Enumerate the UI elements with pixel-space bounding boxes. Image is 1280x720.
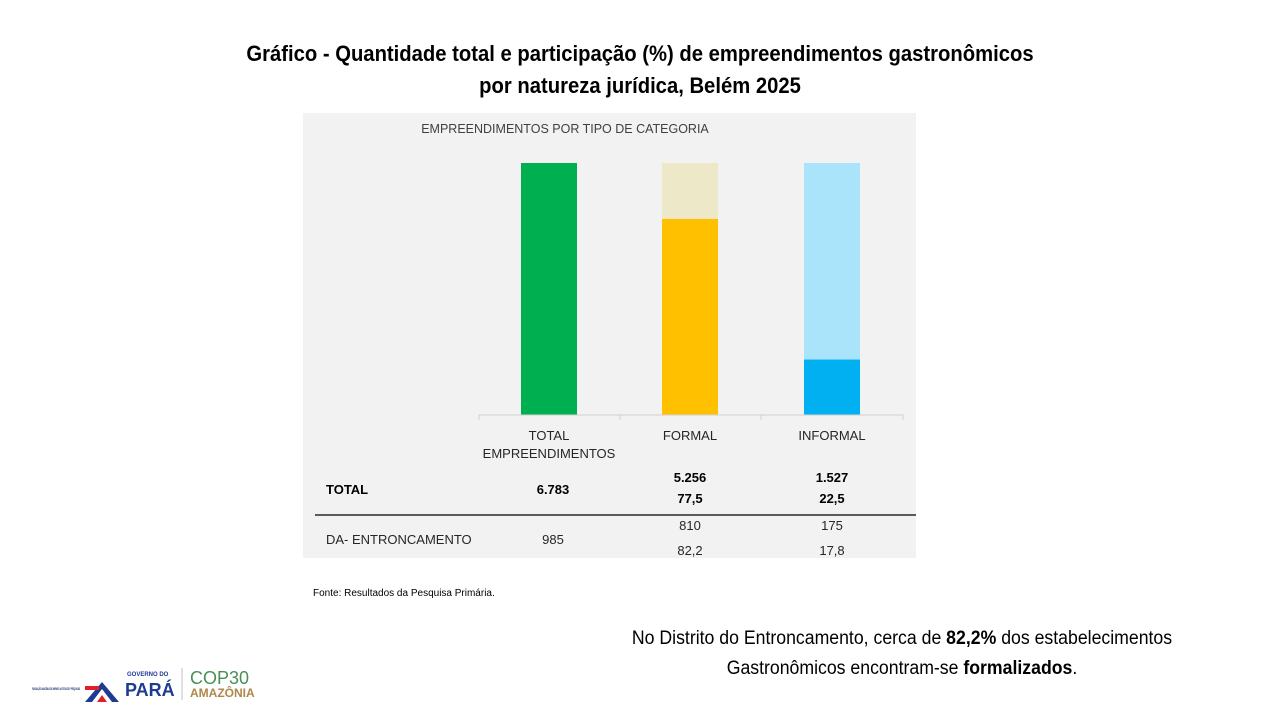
conclusion-note: No Distrito do Entroncamento, cerca de 8…	[603, 624, 1202, 684]
table-row-label: TOTAL	[326, 482, 368, 497]
table-cell-total: 6.783	[537, 482, 570, 497]
bar-total-empreendimentos	[521, 163, 577, 415]
note-text-2: dos estabelecimentos	[996, 628, 1173, 649]
fapespa-logo: FUNDAÇÃO AMAZÔNIA DE AMPARO A ESTUDOS E …	[32, 686, 80, 691]
x-tick-label: EMPREENDIMENTOS	[483, 446, 616, 461]
slide-title: Gráfico - Quantidade total e participaçã…	[180, 38, 1100, 102]
table-cell-informal: 1.527	[816, 470, 849, 485]
note-text-4: .	[1072, 658, 1078, 679]
table-cell-informal: 175	[821, 518, 843, 533]
governo-do-text: GOVERNO DO	[127, 672, 169, 678]
fapespa-logo-text: FUNDAÇÃO AMAZÔNIA DE AMPARO A ESTUDOS E …	[32, 686, 80, 691]
chart-panel: EMPREENDIMENTOS POR TIPO DE CATEGORIA TO…	[303, 113, 916, 558]
table-row-label: DA- ENTRONCAMENTO	[326, 532, 472, 547]
x-tick-label: FORMAL	[663, 428, 717, 443]
table-cell-formal: 5.256	[674, 470, 707, 485]
note-highlight-percent: 82,2%	[946, 628, 997, 649]
bar-formal	[662, 218, 718, 415]
slide-title-line2: por natureza jurídica, Belém 2025	[479, 73, 801, 98]
note-text-1: No Distrito do Entroncamento, cerca de	[631, 628, 947, 649]
table-cell-formal: 810	[679, 518, 701, 533]
cop30-amazonia-logo: COP30 AMAZÔNIA	[190, 668, 255, 700]
source-note: Fonte: Resultados da Pesquisa Primária.	[313, 588, 495, 599]
bar-chart: EMPREENDIMENTOS POR TIPO DE CATEGORIA TO…	[315, 122, 916, 558]
table-cell-total: 985	[542, 532, 564, 547]
para-text: PARÁ	[125, 679, 175, 700]
para-flag-icon	[85, 681, 119, 702]
table-cell-formal: 77,5	[677, 491, 702, 506]
table-cell-informal: 22,5	[819, 491, 844, 506]
bar-informal	[804, 359, 860, 415]
logos-svg: FUNDAÇÃO AMAZÔNIA DE AMPARO A ESTUDOS E …	[32, 668, 255, 702]
logos-footer: FUNDAÇÃO AMAZÔNIA DE AMPARO A ESTUDOS E …	[30, 662, 275, 702]
table-cell-informal: 17,8	[819, 543, 844, 558]
note-highlight-formal: formalizados	[963, 658, 1073, 679]
x-tick-label: INFORMAL	[798, 428, 865, 443]
cop30-text: COP30	[190, 668, 249, 688]
table-cell-formal: 82,2	[677, 543, 702, 558]
note-text-3: Gastronômicos encontram-se	[726, 658, 964, 679]
amazonia-text: AMAZÔNIA	[190, 685, 255, 700]
x-tick-label: TOTAL	[529, 428, 570, 443]
slide-title-line1: Gráfico - Quantidade total e participaçã…	[246, 41, 1034, 66]
chart-title: EMPREENDIMENTOS POR TIPO DE CATEGORIA	[421, 122, 709, 136]
